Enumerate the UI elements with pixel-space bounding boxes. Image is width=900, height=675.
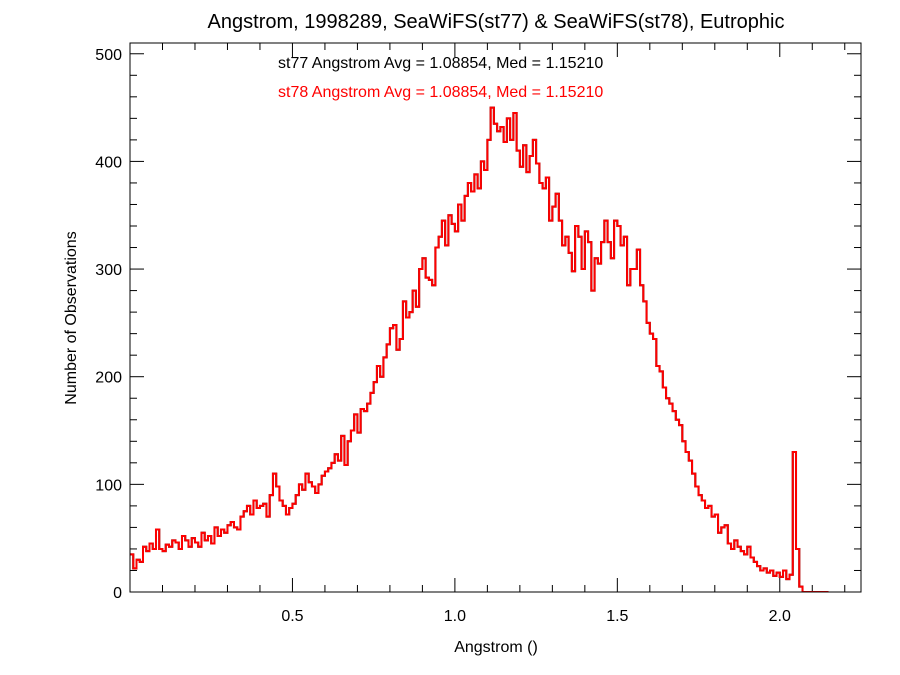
y-axis-ticks: 0 100 200 300 400 500	[95, 47, 861, 602]
y-axis-label: Number of Observations	[63, 231, 80, 404]
st78-annotation: st78 Angstrom Avg = 1.08854, Med = 1.152…	[278, 84, 603, 101]
series-group	[130, 106, 829, 592]
x-tick-label: 2.0	[769, 608, 791, 625]
y-tick-label: 400	[95, 154, 122, 171]
st77-annotation: st77 Angstrom Avg = 1.08854, Med = 1.152…	[278, 55, 603, 72]
x-tick-label: 1.0	[444, 608, 466, 625]
plot-frame	[129, 42, 862, 593]
histogram-st77	[130, 106, 829, 592]
y-tick-label: 0	[113, 585, 122, 602]
x-axis-label: Angstrom ()	[454, 639, 538, 656]
y-tick-label: 200	[95, 370, 122, 387]
histogram-st78	[130, 106, 829, 592]
x-tick-label: 1.5	[606, 608, 628, 625]
chart-title: Angstrom, 1998289, SeaWiFS(st77) & SeaWi…	[208, 11, 785, 33]
x-tick-label: 0.5	[281, 608, 303, 625]
y-tick-label: 100	[95, 477, 122, 494]
y-tick-label: 300	[95, 262, 122, 279]
x-axis-ticks: 0.5 1.0 1.5 2.0	[161, 43, 846, 625]
y-tick-label: 500	[95, 47, 122, 64]
